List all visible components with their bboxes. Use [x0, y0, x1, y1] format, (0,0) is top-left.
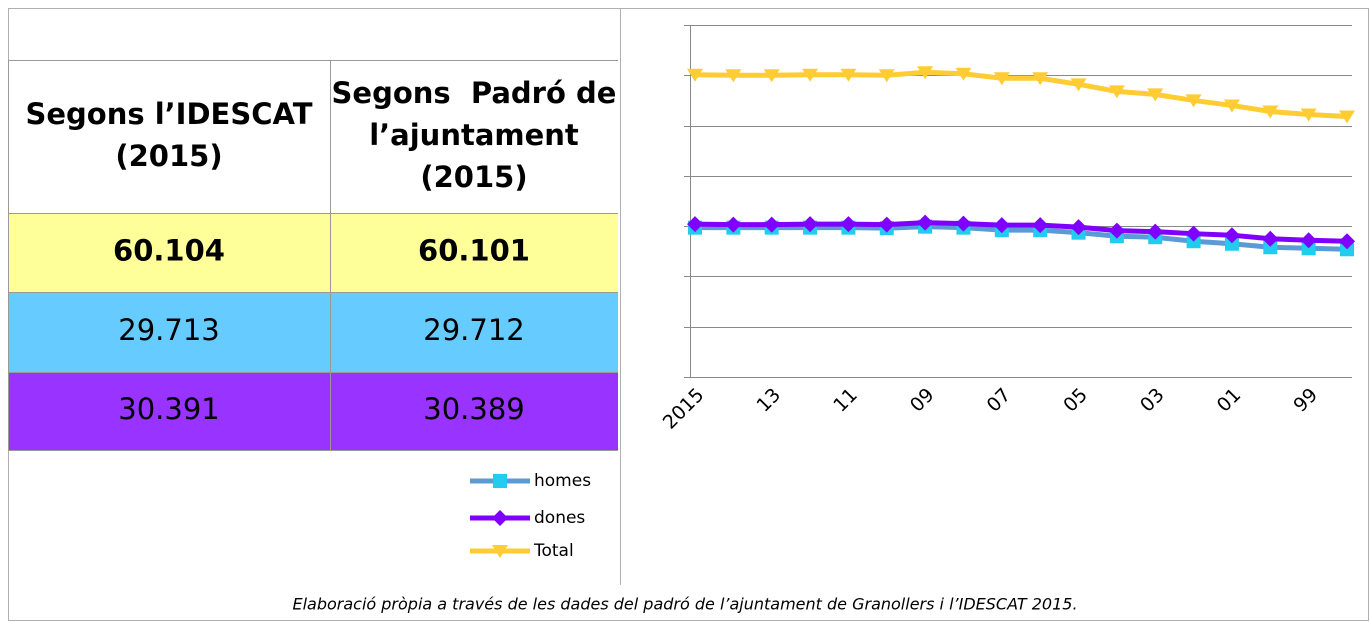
- table-row: [8, 292, 618, 372]
- data-point: [1339, 110, 1355, 124]
- table-cell: 30.389: [423, 392, 524, 426]
- data-point: [1185, 225, 1202, 242]
- caption: Elaboració pròpia a través de les dades …: [292, 595, 1077, 614]
- data-point: [840, 68, 857, 82]
- x-tick-label: 13: [752, 384, 785, 417]
- data-point: [1223, 99, 1240, 113]
- data-point: [993, 72, 1010, 86]
- legend-marker: [492, 545, 508, 558]
- data-point: [840, 216, 857, 233]
- data-point: [802, 68, 819, 82]
- table-header: (2015): [115, 139, 222, 173]
- data-point: [1300, 108, 1317, 122]
- table-row: [8, 213, 618, 292]
- data-point: [1147, 223, 1164, 240]
- x-tick-label: 09: [906, 384, 939, 417]
- table-header: Segons l’IDESCAT: [25, 97, 312, 131]
- data-point: [1224, 236, 1239, 251]
- x-tick-label: 05: [1059, 384, 1092, 417]
- x-tick-label: 99: [1289, 384, 1322, 417]
- data-point: [955, 215, 972, 232]
- data-point: [878, 216, 895, 233]
- data-point: [993, 217, 1010, 234]
- x-tick-label: 2015: [659, 384, 709, 434]
- data-point: [917, 66, 934, 80]
- data-point: [802, 216, 819, 233]
- x-tick-label: 03: [1136, 384, 1169, 417]
- x-tick-label: 01: [1213, 384, 1246, 417]
- table-header: l’ajuntament: [369, 118, 579, 152]
- data-point: [1223, 227, 1240, 244]
- table-cell: 60.101: [418, 234, 530, 268]
- data-point: [1185, 94, 1202, 108]
- series-line: [694, 69, 1348, 120]
- data-point: [1262, 230, 1279, 247]
- x-tick-label: 07: [983, 384, 1016, 417]
- data-point: [955, 67, 972, 81]
- x-tick-label: 11: [829, 384, 862, 417]
- data-point: [1300, 232, 1317, 249]
- legend-marker: [492, 510, 508, 526]
- table-cell: 60.104: [113, 234, 225, 268]
- table-header: (2015): [420, 160, 527, 194]
- data-point: [1070, 219, 1087, 236]
- data-point: [763, 216, 780, 233]
- data-point: [1108, 85, 1125, 99]
- legend-marker: [493, 474, 507, 488]
- data-point: [1262, 105, 1279, 119]
- data-point: [725, 216, 742, 233]
- data-point: [687, 68, 703, 82]
- data-point: [763, 69, 780, 83]
- data-point: [687, 216, 703, 233]
- data-point: [1070, 78, 1087, 92]
- data-point: [1263, 240, 1278, 255]
- table-cell: 29.713: [118, 313, 219, 347]
- legend-label: dones: [534, 508, 585, 528]
- legend-label: Total: [533, 541, 574, 561]
- data-point: [725, 69, 742, 83]
- data-point: [1339, 233, 1355, 250]
- data-point: [1301, 241, 1316, 256]
- table-cell: 30.391: [118, 392, 219, 426]
- data-point: [1147, 88, 1164, 102]
- table-cell: 29.712: [423, 313, 524, 347]
- data-point: [1032, 72, 1049, 86]
- data-point: [1032, 217, 1049, 234]
- table-row: [8, 372, 618, 450]
- legend-label: homes: [534, 471, 591, 491]
- data-point: [878, 69, 895, 83]
- data-point: [1108, 222, 1125, 239]
- table-header: Segons Padró de: [332, 76, 617, 110]
- data-point: [1340, 242, 1354, 257]
- data-point: [917, 214, 934, 231]
